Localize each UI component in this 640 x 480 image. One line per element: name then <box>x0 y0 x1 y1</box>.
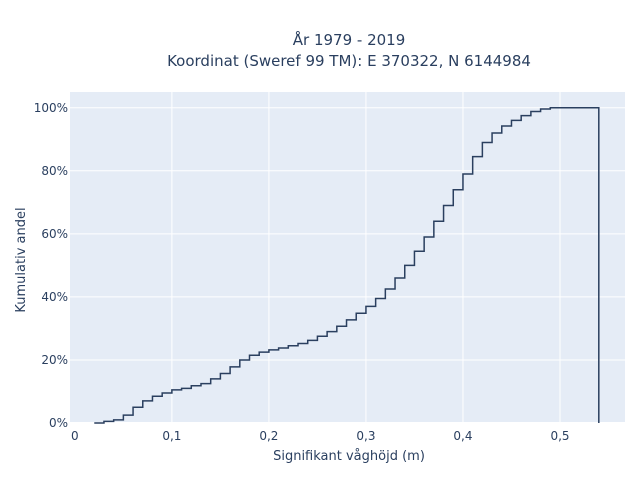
y-tick-label: 60% <box>41 227 68 241</box>
x-tick-label: 0,5 <box>550 429 569 443</box>
x-tick-label: 0 <box>71 429 79 443</box>
chart-title-line-2: Koordinat (Sweref 99 TM): E 370322, N 61… <box>167 52 531 70</box>
series-layer <box>94 107 600 424</box>
y-tick-label: 40% <box>41 290 68 304</box>
y-axis-title: Kumulativ andel <box>14 207 29 312</box>
chart-title-line-1: År 1979 - 2019 <box>293 30 406 49</box>
y-tick-labels: 0% 20% 40% 60% 80% 100% <box>34 101 68 430</box>
x-tick-label: 0,1 <box>162 429 181 443</box>
x-tick-label: 0,3 <box>356 429 375 443</box>
y-tick-label: 80% <box>41 164 68 178</box>
x-tick-labels: 0 0,1 0,2 0,3 0,4 0,5 <box>71 429 570 443</box>
series-line <box>94 107 600 424</box>
y-tick-label: 100% <box>34 101 68 115</box>
y-tick-label: 0% <box>49 416 68 430</box>
grid <box>70 92 625 424</box>
x-axis-title: Signifikant våghöjd (m) <box>273 449 425 464</box>
x-tick-label: 0,2 <box>259 429 278 443</box>
plot-background <box>70 92 625 423</box>
y-tick-label: 20% <box>41 353 68 367</box>
x-tick-label: 0,4 <box>453 429 472 443</box>
